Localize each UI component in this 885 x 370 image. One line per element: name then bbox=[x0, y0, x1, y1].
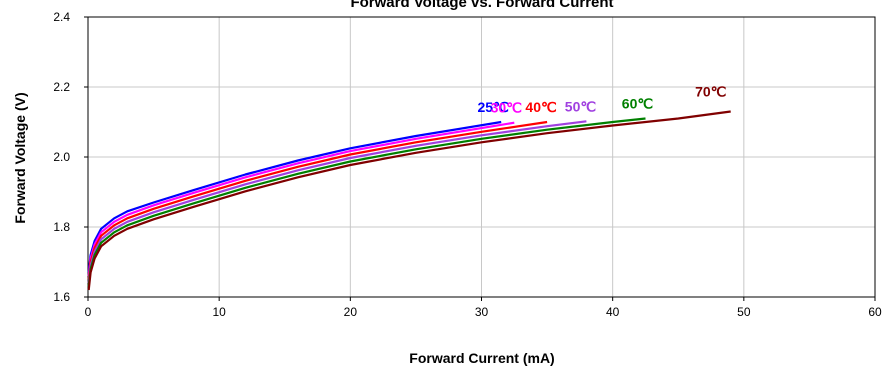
y-tick-label: 2.2 bbox=[53, 80, 70, 94]
grid-lines bbox=[88, 17, 875, 297]
x-tick-label: 10 bbox=[212, 305, 226, 319]
series-line-5 bbox=[87, 110, 731, 291]
x-tick-label: 50 bbox=[737, 305, 751, 319]
series-label-4: 60℃ bbox=[622, 96, 654, 112]
series-label-5: 70℃ bbox=[695, 84, 727, 100]
series-lines bbox=[87, 110, 731, 291]
series-label-2: 40℃ bbox=[525, 99, 557, 115]
series-line-1 bbox=[87, 121, 515, 277]
x-tick-label: 60 bbox=[868, 305, 882, 319]
series-line-0 bbox=[87, 120, 502, 273]
y-tick-label: 2.0 bbox=[53, 150, 70, 164]
series-line-2 bbox=[87, 120, 548, 280]
x-axis-title: Forward Current (mA) bbox=[409, 350, 554, 366]
axis-ticks: 0 10 20 30 40 50 60 1.6 1.8 2.0 2.2 2.4 bbox=[53, 10, 882, 319]
y-tick-label: 1.8 bbox=[53, 220, 70, 234]
x-tick-label: 30 bbox=[475, 305, 489, 319]
y-tick-label: 1.6 bbox=[53, 290, 70, 304]
series-line-4 bbox=[87, 117, 646, 287]
series-label-0: 25℃ bbox=[478, 99, 510, 115]
series-labels: 25℃30℃ 40℃ 50℃ 60℃ 70℃ bbox=[478, 84, 727, 116]
x-tick-label: 40 bbox=[606, 305, 620, 319]
x-tick-label: 0 bbox=[85, 305, 92, 319]
y-axis-title: Forward Voltage (V) bbox=[12, 92, 28, 223]
series-label-1: 30℃ bbox=[491, 100, 523, 116]
series-label-3: 50℃ bbox=[565, 98, 597, 114]
chart-title: Forward Voltage vs. Forward Current bbox=[350, 0, 613, 11]
series-line-3 bbox=[87, 120, 587, 284]
y-tick-label: 2.4 bbox=[53, 10, 70, 24]
x-tick-label: 20 bbox=[344, 305, 358, 319]
